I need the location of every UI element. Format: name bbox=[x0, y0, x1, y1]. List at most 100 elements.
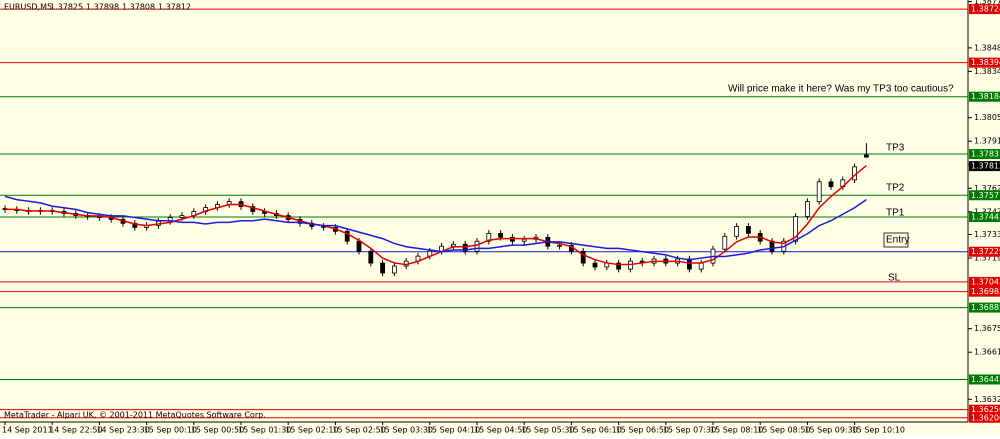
y-tick-label: 1.38055 bbox=[974, 113, 1000, 122]
y-tick-label: 1.37475 bbox=[974, 207, 1000, 216]
candle-body bbox=[179, 215, 185, 218]
y-tick-label: 1.37190 bbox=[974, 254, 1000, 263]
x-tick-label: 14 Sep 2011 bbox=[2, 426, 53, 435]
annotation: SL bbox=[888, 273, 901, 284]
candle-body bbox=[864, 154, 869, 158]
footer: MetaTrader - Alpari UK, © 2001-2011 Meta… bbox=[4, 411, 266, 420]
x-tick-label: 15 Sep 07:30 bbox=[663, 426, 716, 435]
level-tag-label: 1.38724 bbox=[971, 5, 1000, 14]
level-tag bbox=[969, 286, 1000, 297]
x-tick-label: 15 Sep 03:30 bbox=[380, 426, 433, 435]
ohlc-low: 1.37808 bbox=[122, 3, 155, 12]
candle-body bbox=[793, 216, 798, 242]
candle-body bbox=[344, 230, 350, 242]
candle-body bbox=[698, 262, 704, 270]
level-tag bbox=[969, 57, 1000, 68]
candle-body bbox=[474, 240, 480, 252]
candle-body bbox=[828, 181, 834, 188]
ohlc-open: 1.37825 bbox=[50, 3, 83, 12]
candle-body bbox=[486, 232, 492, 242]
y-tick-label: 1.37335 bbox=[974, 230, 1000, 239]
candle-body bbox=[391, 265, 397, 274]
x-tick-label: 15 Sep 09:30 bbox=[804, 426, 857, 435]
levels bbox=[0, 8, 968, 419]
y-tick-label: 1.37910 bbox=[974, 137, 1000, 146]
annotation: TP1 bbox=[886, 208, 905, 219]
level-tag bbox=[969, 190, 1000, 201]
y-tick-label: 1.38340 bbox=[974, 67, 1000, 76]
candle-body bbox=[380, 262, 386, 274]
y-tick-label: 1.36755 bbox=[974, 324, 1000, 333]
candle-body bbox=[462, 243, 468, 252]
level-tag bbox=[969, 4, 1000, 15]
level-tag bbox=[969, 412, 1000, 423]
x-tick-label: 15 Sep 04:10 bbox=[427, 426, 480, 435]
annotation: Will price make it here? Was my TP3 too … bbox=[728, 84, 954, 95]
level-tag-label: 1.37229 bbox=[971, 247, 1000, 256]
candle-body bbox=[616, 262, 621, 270]
price-tag bbox=[969, 161, 1000, 172]
chart-title: EURUSD,M5 bbox=[4, 3, 52, 12]
y-tick-label: 1.36320 bbox=[974, 395, 1000, 404]
x-tick-label: 14 Sep 23:30 bbox=[96, 426, 149, 435]
x-tick-label: 15 Sep 06:50 bbox=[616, 426, 669, 435]
x-tick-label: 15 Sep 01:30 bbox=[238, 426, 291, 435]
candle-body bbox=[746, 226, 751, 234]
x-tick-label: 14 Sep 22:50 bbox=[49, 426, 102, 435]
candle-body bbox=[805, 201, 810, 217]
level-tag-label: 1.36442 bbox=[971, 375, 1000, 384]
y-tick-label: 1.36610 bbox=[974, 348, 1000, 357]
candle-body bbox=[592, 262, 598, 268]
candle-body bbox=[687, 258, 692, 270]
level-tag bbox=[969, 302, 1000, 313]
ma-line bbox=[4, 195, 867, 261]
candle-body bbox=[734, 226, 739, 237]
level-tag bbox=[969, 276, 1000, 287]
x-tick-label: 15 Sep 00:50 bbox=[191, 426, 244, 435]
level-tag-label: 1.37577 bbox=[971, 191, 1000, 200]
annotation: TP3 bbox=[886, 143, 905, 154]
x-tick-label: 15 Sep 02:50 bbox=[332, 426, 385, 435]
level-tag-label: 1.36206 bbox=[971, 413, 1000, 422]
annotation: Entry bbox=[886, 235, 909, 246]
x-tick-label: 15 Sep 02:10 bbox=[285, 426, 338, 435]
x-tick-label: 15 Sep 04:50 bbox=[474, 426, 527, 435]
ohlc-close: 1.37812 bbox=[158, 3, 191, 12]
moving-averages bbox=[4, 164, 867, 266]
level-tag bbox=[969, 374, 1000, 385]
candle-body bbox=[816, 181, 822, 202]
level-tag bbox=[969, 212, 1000, 223]
level-tag bbox=[969, 149, 1000, 160]
x-tick-label: 15 Sep 05:30 bbox=[521, 426, 574, 435]
candle-body bbox=[722, 235, 728, 250]
level-tag-label: 1.37443 bbox=[971, 213, 1000, 222]
candle-body bbox=[356, 240, 362, 252]
level-tag-label: 1.36885 bbox=[971, 303, 1000, 312]
ma-line bbox=[5, 164, 867, 266]
candle-body bbox=[498, 232, 504, 238]
candle-body bbox=[450, 243, 456, 247]
ohlc-high: 1.37898 bbox=[86, 3, 119, 12]
candle-body bbox=[521, 238, 527, 242]
candle-body bbox=[557, 244, 562, 247]
annotation-box bbox=[883, 232, 909, 248]
level-tag-label: 1.38394 bbox=[971, 58, 1000, 67]
annotation: TP2 bbox=[886, 183, 905, 194]
candle-body bbox=[368, 250, 374, 264]
level-tag-label: 1.37043 bbox=[971, 277, 1000, 286]
level-tag bbox=[969, 246, 1000, 257]
x-tick-label: 15 Sep 06:10 bbox=[568, 426, 621, 435]
level-tag bbox=[969, 91, 1000, 102]
candle-body bbox=[580, 250, 586, 264]
x-tick-label: 15 Sep 08:50 bbox=[757, 426, 810, 435]
level-tag-label: 1.36983 bbox=[971, 287, 1000, 296]
level-tag-label: 1.38184 bbox=[971, 92, 1000, 101]
y-tick-label: 1.38485 bbox=[974, 43, 1000, 52]
price-tag-label: 1.37812 bbox=[971, 162, 1000, 171]
level-tag-label: 1.36256 bbox=[971, 405, 1000, 414]
x-tick-label: 15 Sep 00:10 bbox=[144, 426, 197, 435]
y-tick-label: 1.37620 bbox=[974, 184, 1000, 193]
